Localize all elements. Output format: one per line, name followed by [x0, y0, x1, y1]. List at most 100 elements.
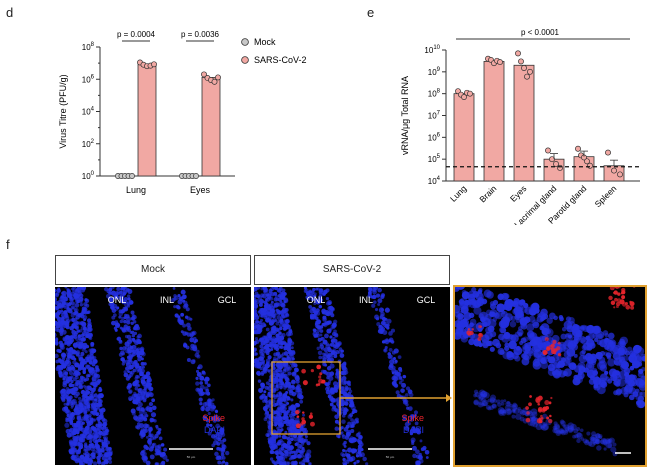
dapi-nucleus	[193, 340, 197, 344]
dapi-nucleus	[217, 460, 222, 465]
dapi-nucleus	[567, 316, 575, 324]
dapi-nucleus	[278, 434, 282, 438]
dapi-nucleus	[594, 438, 601, 445]
dapi-nucleus	[258, 356, 263, 362]
dapi-nucleus	[278, 447, 283, 452]
dapi-nucleus	[572, 434, 577, 439]
dapi-nucleus	[303, 287, 307, 290]
dapi-nucleus	[263, 390, 267, 394]
dapi-nucleus	[375, 293, 381, 298]
dapi-nucleus	[61, 329, 67, 335]
dapi-nucleus	[211, 443, 215, 448]
dapi-nucleus	[334, 414, 340, 420]
dapi-nucleus	[264, 297, 269, 302]
dapi-nucleus	[304, 435, 308, 439]
dapi-nucleus	[148, 433, 152, 438]
dapi-nucleus	[84, 444, 88, 448]
dapi-nucleus	[92, 359, 98, 365]
dapi-nucleus	[215, 455, 220, 461]
dapi-nucleus	[80, 287, 86, 293]
dapi-nucleus	[264, 400, 269, 404]
dapi-nucleus	[326, 371, 332, 377]
dapi-nucleus	[129, 300, 134, 305]
dapi-nucleus	[408, 406, 413, 411]
dapi-nucleus	[84, 395, 88, 399]
dapi-nucleus	[89, 387, 93, 392]
dapi-nucleus	[79, 380, 84, 385]
dapi-nucleus	[515, 311, 525, 321]
dapi-nucleus	[565, 430, 569, 434]
dapi-nucleus	[398, 380, 403, 385]
dapi-nucleus	[68, 395, 73, 400]
dapi-nucleus	[85, 460, 89, 464]
dapi-nucleus	[264, 408, 268, 412]
spike-signal	[549, 414, 552, 418]
dapi-nucleus	[257, 379, 262, 383]
dapi-nucleus	[393, 348, 399, 354]
dapi-nucleus	[638, 383, 645, 391]
dapi-nucleus	[477, 401, 484, 408]
dapi-nucleus	[292, 434, 297, 439]
dapi-nucleus	[270, 410, 276, 416]
dapi-nucleus	[280, 463, 284, 465]
layer-label: ONL	[108, 295, 127, 305]
dapi-nucleus	[122, 289, 128, 295]
dapi-nucleus	[172, 297, 177, 301]
dapi-nucleus	[90, 402, 96, 408]
dapi-nucleus	[275, 351, 281, 356]
dapi-nucleus	[342, 442, 346, 446]
dapi-nucleus	[68, 301, 73, 306]
dapi-nucleus	[140, 357, 144, 361]
dapi-nucleus	[567, 427, 574, 433]
dapi-nucleus	[78, 426, 83, 431]
dapi-nucleus	[456, 321, 466, 331]
dapi-nucleus	[322, 292, 326, 296]
dapi-nucleus	[131, 313, 135, 318]
dapi-nucleus	[66, 413, 70, 418]
dapi-nucleus	[111, 320, 116, 326]
dapi-nucleus	[197, 390, 201, 394]
dapi-nucleus	[485, 405, 491, 410]
dapi-nucleus	[306, 441, 311, 446]
dapi-nucleus	[127, 297, 131, 301]
bar	[483, 61, 505, 182]
dapi-nucleus	[207, 411, 211, 416]
dapi-nucleus	[287, 429, 293, 434]
dapi-nucleus	[151, 398, 156, 403]
dapi-nucleus	[350, 456, 356, 462]
panel-label-d: d	[6, 5, 14, 20]
dapi-nucleus	[275, 333, 280, 338]
dapi-nucleus	[345, 424, 350, 429]
dapi-nucleus	[108, 456, 112, 461]
spike-signal	[540, 414, 543, 418]
dapi-nucleus	[109, 304, 115, 310]
dapi-nucleus	[285, 323, 290, 328]
dapi-nucleus	[91, 445, 96, 449]
dapi-nucleus	[377, 287, 382, 293]
dapi-nucleus	[480, 393, 485, 398]
dapi-nucleus	[288, 349, 293, 355]
dapi-nucleus	[141, 415, 146, 420]
dapi-nucleus	[55, 342, 59, 346]
dapi-nucleus	[276, 315, 282, 320]
dapi-nucleus	[59, 325, 65, 330]
dapi-nucleus	[391, 357, 395, 361]
dapi-nucleus	[284, 319, 290, 324]
dapi-nucleus	[137, 357, 142, 362]
dapi-nucleus	[561, 326, 567, 332]
dapi-nucleus	[174, 313, 179, 318]
dapi-nucleus	[75, 350, 81, 355]
dapi-nucleus	[412, 445, 417, 451]
dapi-nucleus	[280, 310, 285, 314]
dapi-nucleus	[278, 323, 284, 328]
dapi-nucleus	[265, 327, 270, 332]
dapi-nucleus	[348, 389, 353, 394]
dapi-nucleus	[207, 402, 212, 407]
dapi-nucleus	[612, 451, 618, 457]
data-point	[549, 156, 555, 163]
dapi-nucleus	[257, 325, 262, 330]
dapi-nucleus	[510, 334, 519, 343]
dapi-nucleus	[76, 420, 81, 426]
dapi-nucleus	[288, 390, 294, 396]
dapi-nucleus	[532, 422, 538, 428]
